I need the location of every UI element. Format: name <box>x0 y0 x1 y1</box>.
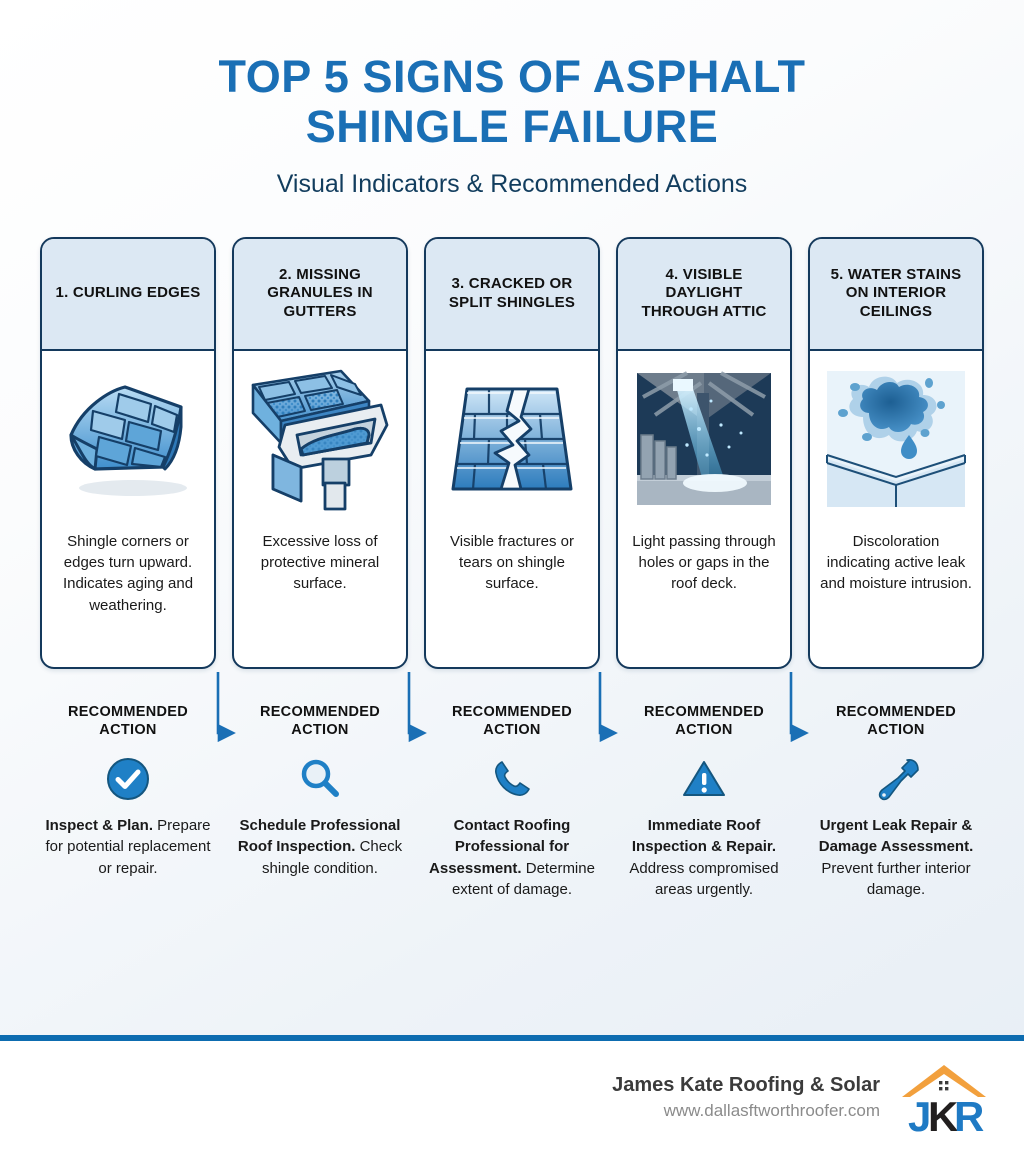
sign-card-header-3: 3. CRACKED OR SPLIT SHINGLES <box>426 238 598 351</box>
action-rest-1: Prepare for potential replacement or rep… <box>45 817 211 877</box>
sign-column-3: 3. CRACKED OR SPLIT SHINGLES <box>424 236 600 669</box>
svg-text:R: R <box>954 1093 984 1137</box>
title-line-2: SHINGLE FAILURE <box>305 101 719 153</box>
sign-card-2[interactable]: 2. MISSING GRANULES IN GUTTERS <box>232 236 408 669</box>
sign-card-body-4: Light passing through holes or gaps in t… <box>618 351 790 667</box>
sign-card-body-3: Visible fractures or tears on shingle su… <box>426 351 598 667</box>
sign-card-title-3: 3. CRACKED OR SPLIT SHINGLES <box>448 275 576 311</box>
cracked-shingles-illustration <box>451 387 573 491</box>
action-text-4: Immediate Roof Inspection & Repair. Addr… <box>616 815 792 900</box>
footer-divider <box>0 1035 1024 1041</box>
sign-card-5[interactable]: 5. WATER STAINS ON INTERIOR CEILINGS <box>808 236 984 669</box>
sign-card-title-1: 1. CURLING EDGES <box>55 284 201 302</box>
action-bold-5: Urgent Leak Repair & Damage Assessment. <box>818 817 974 856</box>
action-label-2: RECOMMENDED ACTION <box>259 703 381 738</box>
title-line-1: TOP 5 SIGNS OF ASPHALT <box>218 51 806 102</box>
svg-text:K: K <box>928 1093 958 1137</box>
wrench-icon <box>808 751 984 807</box>
sign-column-1: 1. CURLING EDGES <box>40 236 216 669</box>
footer: James Kate Roofing & Solar www.dallasftw… <box>0 1041 1024 1154</box>
infographic-header: TOP 5 SIGNS OF ASPHALT SHINGLE FAILURE V… <box>0 0 1024 199</box>
action-rest-4: Address compromised areas urgently. <box>629 859 779 898</box>
action-label-4: RECOMMENDED ACTION <box>643 703 765 738</box>
sign-card-title-5: 5. WATER STAINS ON INTERIOR CEILINGS <box>830 265 962 321</box>
sign-card-description-4: Light passing through holes or gaps in t… <box>632 532 776 593</box>
page-subtitle: Visual Indicators & Recommended Actions <box>276 169 748 198</box>
sign-card-title-2: 2. MISSING GRANULES IN GUTTERS <box>267 265 373 321</box>
page-title: TOP 5 SIGNS OF ASPHALT SHINGLE FAILURE <box>0 51 1024 153</box>
action-column-2: RECOMMENDED ACTION Schedule Professional… <box>232 703 408 900</box>
sign-card-body-2: Excessive loss of protective mineral sur… <box>234 351 406 667</box>
action-text-1: Inspect & Plan. Prepare for potential re… <box>40 815 216 879</box>
sign-column-4: 4. VISIBLE DAYLIGHT THROUGH ATTIC <box>616 236 792 669</box>
sign-card-1[interactable]: 1. CURLING EDGES <box>40 236 216 669</box>
action-text-3: Contact Roofing Professional for Assessm… <box>424 815 600 900</box>
action-rest-2: Check shingle condition. <box>262 838 403 877</box>
action-rest-3: Determine extent of damage. <box>451 859 595 898</box>
check-circle-icon <box>40 751 216 807</box>
action-bold-1: Inspect & Plan. <box>45 817 153 835</box>
sign-card-body-1: Shingle corners or edges turn upward. In… <box>42 351 214 667</box>
warning-triangle-icon <box>616 751 792 807</box>
ceiling-water-stain-illustration <box>826 370 966 507</box>
action-column-3: RECOMMENDED ACTION Contact Roofing Profe… <box>424 703 600 900</box>
action-text-5: Urgent Leak Repair & Damage Assessment. … <box>808 815 984 900</box>
action-label-1: RECOMMENDED ACTION <box>67 703 189 738</box>
brand-url[interactable]: www.dallasftworthroofer.com <box>663 1101 880 1120</box>
sign-column-5: 5. WATER STAINS ON INTERIOR CEILINGS <box>808 236 984 669</box>
action-column-5: RECOMMENDED ACTION Urgent Leak Repair & … <box>808 703 984 900</box>
sign-card-description-1: Shingle corners or edges turn upward. In… <box>62 532 194 614</box>
brand-name: James Kate Roofing & Solar <box>612 1074 880 1096</box>
action-rest-5: Prevent further interior damage. <box>821 859 971 898</box>
sign-card-header-5: 5. WATER STAINS ON INTERIOR CEILINGS <box>810 238 982 351</box>
action-text-2: Schedule Professional Roof Inspection. C… <box>232 815 408 879</box>
sign-card-description-3: Visible fractures or tears on shingle su… <box>450 532 574 593</box>
action-column-4: RECOMMENDED ACTION Immediate Roof Inspec… <box>616 703 792 900</box>
phone-icon <box>424 751 600 807</box>
sign-card-3[interactable]: 3. CRACKED OR SPLIT SHINGLES <box>424 236 600 669</box>
svg-text:J: J <box>908 1093 931 1137</box>
sign-card-description-2: Excessive loss of protective mineral sur… <box>260 532 380 593</box>
attic-daylight-illustration <box>637 371 771 505</box>
action-column-1: RECOMMENDED ACTION Inspect & Plan. Prepa… <box>40 703 216 900</box>
action-bold-3: Contact Roofing Professional for Assessm… <box>429 817 571 877</box>
sign-card-4[interactable]: 4. VISIBLE DAYLIGHT THROUGH ATTIC <box>616 236 792 669</box>
action-label-5: RECOMMENDED ACTION <box>835 703 957 738</box>
brand-block: James Kate Roofing & Solar www.dallasftw… <box>612 1074 880 1121</box>
sign-card-title-4: 4. VISIBLE DAYLIGHT THROUGH ATTIC <box>641 265 767 321</box>
sign-card-description-5: Discoloration indicating active leak and… <box>820 532 972 593</box>
recommended-actions-row: RECOMMENDED ACTION Inspect & Plan. Prepa… <box>0 703 1024 900</box>
sign-card-header-1: 1. CURLING EDGES <box>42 238 214 351</box>
action-bold-2: Schedule Professional Roof Inspection. <box>237 817 401 856</box>
sign-card-header-2: 2. MISSING GRANULES IN GUTTERS <box>234 238 406 351</box>
action-label-3: RECOMMENDED ACTION <box>451 703 573 738</box>
action-bold-4: Immediate Roof Inspection & Repair. <box>631 817 777 856</box>
signs-card-row: 1. CURLING EDGES <box>0 236 1024 669</box>
gutter-with-granules-illustration <box>251 369 389 511</box>
curling-shingle-illustration <box>69 385 187 496</box>
jkr-house-logo: J K R <box>902 1064 986 1137</box>
sign-column-2: 2. MISSING GRANULES IN GUTTERS <box>232 236 408 669</box>
magnifier-icon <box>232 751 408 807</box>
sign-card-body-5: Discoloration indicating active leak and… <box>810 351 982 667</box>
sign-card-header-4: 4. VISIBLE DAYLIGHT THROUGH ATTIC <box>618 238 790 351</box>
